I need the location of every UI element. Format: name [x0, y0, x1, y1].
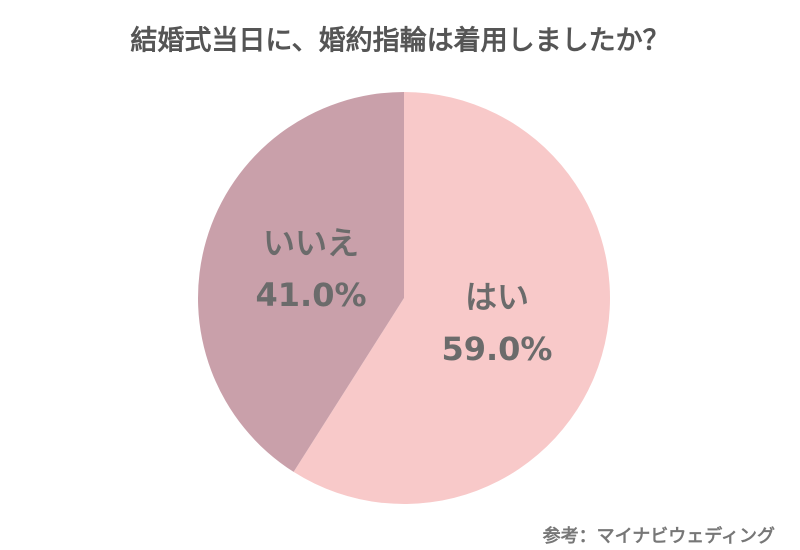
slice-label: いいえ [263, 224, 359, 262]
value-label: 59.0% [441, 330, 552, 368]
chart-title: 結婚式当日に、婚約指輪は着用しましたか？ [130, 25, 669, 57]
pie-slice [198, 92, 404, 472]
source-note: 参考：マイナビウェディング [543, 525, 775, 547]
value-label: 41.0% [256, 276, 367, 314]
pie-slice [293, 92, 611, 504]
slice-label: はい [465, 278, 529, 316]
